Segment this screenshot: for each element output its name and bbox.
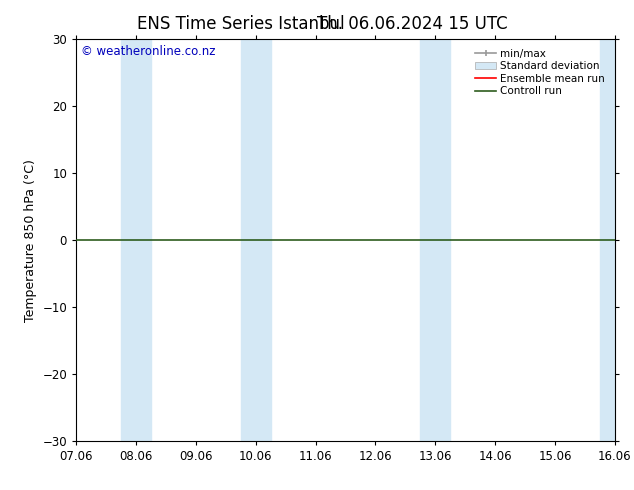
Bar [241,39,271,441]
Bar [420,39,450,441]
Text: Th. 06.06.2024 15 UTC: Th. 06.06.2024 15 UTC [317,15,507,33]
Y-axis label: Temperature 850 hPa (°C): Temperature 850 hPa (°C) [23,159,37,321]
Legend: min/max, Standard deviation, Ensemble mean run, Controll run: min/max, Standard deviation, Ensemble me… [473,47,607,98]
Bar [121,39,151,441]
Text: © weatheronline.co.nz: © weatheronline.co.nz [81,45,216,58]
Bar [600,39,630,441]
Text: ENS Time Series Istanbul: ENS Time Series Istanbul [137,15,345,33]
